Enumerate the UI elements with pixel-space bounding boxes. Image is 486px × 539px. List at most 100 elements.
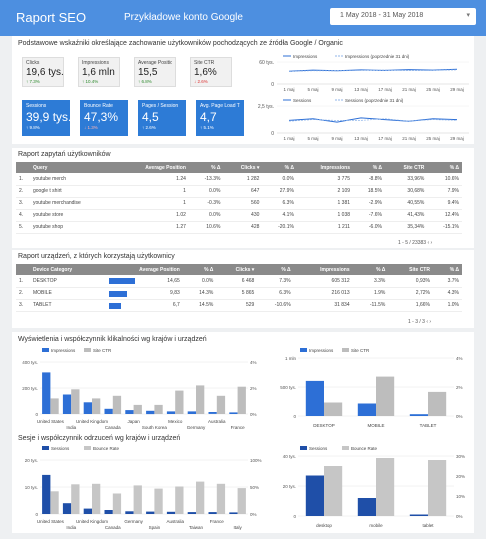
table-cell: 1.9% [352,287,389,300]
table-cell: 1,66% [388,299,433,312]
table-row[interactable]: 2. google t shirt 1 0.0% 647 27.9% 2 109 18.5% 3… [16,185,462,198]
bar [324,402,343,416]
column-header[interactable]: % Δ [352,264,389,275]
column-header[interactable]: % Δ [262,162,297,173]
devices-pager[interactable]: 1 - 3 / 3 ‹ › [408,319,431,325]
bar [62,394,72,414]
table-cell: 31 834 [293,299,353,312]
bar [133,485,142,514]
table-row[interactable]: 4. youtube store 1.02 0.0% 430 4.1% 1 038 -7.6%… [16,209,462,222]
table-cell: 1.02 [115,209,189,222]
table-cell: TABLET [30,299,106,312]
column-header[interactable]: Site CTR [384,162,428,173]
kpi-label: Impressions [82,60,109,66]
x-tick-label: 9 maj [331,136,342,141]
table-cell: -7.6% [353,209,385,222]
column-header[interactable]: Average Position [115,162,189,173]
table-cell: 0,93% [388,275,433,288]
column-header[interactable]: Average Position [105,264,183,275]
x-tick-label: 29 maj [450,136,464,141]
column-header[interactable]: Clicks ▾ [216,264,258,275]
table-cell: 560 [223,197,263,210]
kpi-change: ↑ 6.8% [138,79,152,84]
y-tick-label: 20 tys. [25,458,38,463]
kpi-card: Clicks 19,6 tys. ↑ 7.3% [22,57,64,87]
table-cell: 1 038 [296,209,354,222]
prev-page-icon[interactable]: ‹ [426,319,430,325]
table-cell: 14,65 [105,275,183,288]
legend-label: Impressions (poprzednie 31 dni) [345,54,410,59]
next-page-icon[interactable]: › [429,319,432,325]
x-tick-label: United Kingdom [76,419,108,424]
x-tick-label: 21 maj [402,87,416,92]
table-row[interactable]: 2. MOBILE 9,83 14.3% 5 865 6.3% 216 013 1.9% 2,7… [16,287,462,300]
column-header[interactable]: Impressions [296,162,354,173]
date-range-picker[interactable]: 1 May 2018 - 31 May 2018 ▾ [330,8,476,25]
devices-title: Raport urządzeń, z których korzystają uż… [18,253,175,260]
x-tick-label: MOBILE [367,423,384,428]
kpi-change: ↓ 1.3% [84,125,98,130]
bar [125,410,134,414]
queries-title: Raport zapytań użytkowników [18,151,111,158]
queries-pager[interactable]: 1 - 5 / 23383 ‹ › [398,240,432,246]
table-cell: 0.0% [188,185,224,198]
legend-label: Bounce Rate [93,446,120,451]
kpi-value: 39,9 tys. [26,110,72,124]
table-cell: google t shirt [30,185,116,198]
table-row[interactable]: 1. youtube merch 1.24 -13.3% 1 282 0.0% 3 775-… [16,173,462,186]
bar [409,514,428,516]
table-row[interactable]: 1. DESKTOP 14,65 0.0% 6 468 7.3% 605 312 3.3% 0,… [16,275,462,288]
next-page-icon[interactable]: › [430,240,433,246]
bar [83,402,92,414]
kpi-change: ↓ 2.6% [194,79,208,84]
pager-info: 1 - 5 / 23383 [398,240,427,246]
column-header[interactable]: Impressions [293,264,353,275]
x-tick-label: Spain [149,525,161,530]
sessions-by-country-chart: Sessions Bounce Rate 20 tys. 10 tys. 0 100% 50… [25,446,262,530]
legend-label: Sessions (poprzednie 31 dni) [345,98,404,103]
table-row[interactable]: 3. youtube merchandise 1 -0.3% 560 6.3% 1 381-… [16,197,462,210]
column-header[interactable]: Clicks ▾ [223,162,263,173]
legend-swatch [84,348,91,352]
table-cell: 12.4% [427,209,462,222]
x-tick-label: 25 maj [426,87,440,92]
legend-label: Sessions [309,446,328,451]
y2-tick-label: 100% [250,458,262,463]
column-header[interactable]: Query [30,162,116,173]
table-cell: 4.1% [262,209,297,222]
table-cell: MOBILE [30,287,106,300]
pager-info: 1 - 3 / 3 [408,319,425,325]
column-header[interactable]: % Δ [182,264,217,275]
table-row[interactable]: 5. youtube shop 1.27 10.6% 428 -20.1% 1 211 -6.… [16,221,462,234]
table-cell: 35,34% [384,221,428,234]
table-cell: 9,83 [105,287,183,300]
report-title: Raport SEO [16,10,87,25]
kpi-label: Clicks [26,60,40,66]
x-tick-label: Taiwan [189,525,204,530]
bar [187,512,196,514]
table-cell: 0.0% [188,209,224,222]
column-header[interactable]: % Δ [257,264,294,275]
table-cell: 529 [216,299,258,312]
prev-page-icon[interactable]: ‹ [427,240,431,246]
column-header[interactable]: % Δ [427,162,462,173]
bar [146,410,155,415]
column-header[interactable]: % Δ [188,162,224,173]
column-header[interactable]: % Δ [353,162,385,173]
bar [154,488,163,514]
bar [216,483,226,514]
table-row[interactable]: 3. TABLET 6,7 14.5% 529 -10.6% 31 834 -11.5% 1,6… [16,299,462,312]
table-cell: 430 [223,209,263,222]
row-index-header [16,162,30,173]
y2-tick-label: 2% [250,386,257,391]
y2-tick-label: 0% [456,414,463,419]
column-header[interactable]: Device Category [30,264,106,275]
kpi-value: 1,6 mln [82,67,115,78]
bar [92,398,101,414]
country-sessions-title: Sesje i współczynnik odrzuceń wg krajów … [18,435,181,442]
table-cell: youtube store [30,209,116,222]
column-header[interactable]: Site CTR [388,264,433,275]
column-header[interactable]: % Δ [432,264,462,275]
table-cell: 1 381 [296,197,354,210]
x-tick-label: 29 maj [450,87,464,92]
